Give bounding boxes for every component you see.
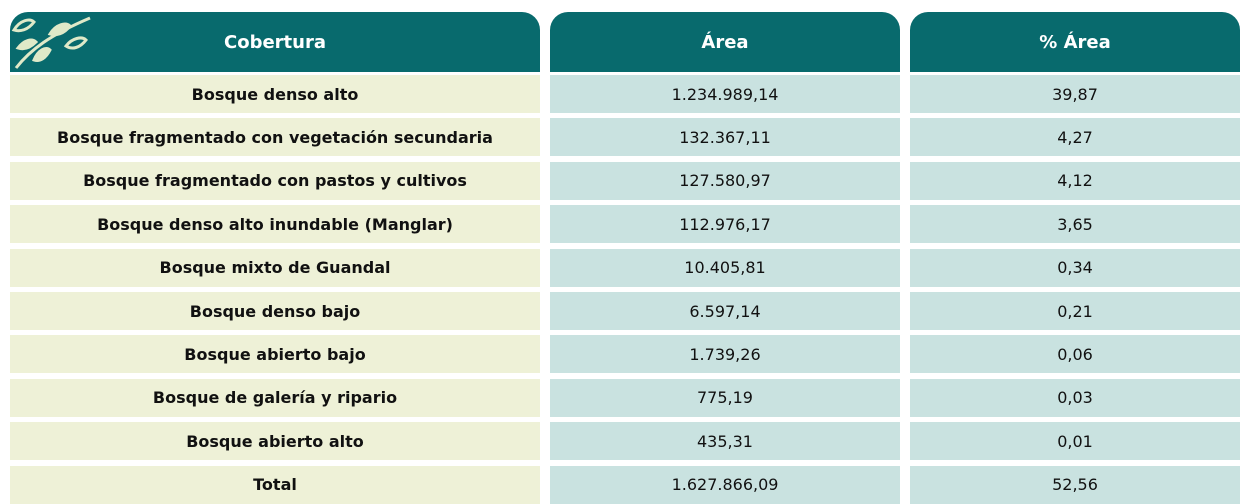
table-cell: 4,27 [910,118,1240,157]
header-cell: Cobertura [10,12,540,72]
table-cell: 127.580,97 [550,161,900,200]
header-cell: Área [550,12,900,72]
table-cell: 39,87 [910,75,1240,113]
table-cell: 0,06 [910,335,1240,374]
table-cell: 6.597,14 [550,292,900,330]
table-cell: 112.976,17 [550,205,900,244]
leaf-icon [11,16,91,69]
table-cell: Bosque de galería y ripario [10,378,540,417]
table-cell: 775,19 [550,378,900,417]
table-cell: 132.367,11 [550,118,900,157]
table-cell: 3,65 [910,205,1240,244]
table-cell: Bosque abierto alto [10,422,540,461]
table-cell: Bosque denso bajo [10,292,540,330]
table-cell: 0,03 [910,378,1240,417]
table-cell: 435,31 [550,422,900,461]
table-cell: Bosque denso alto [10,75,540,113]
table-cell: 10.405,81 [550,248,900,287]
table-cell: Bosque fragmentado con pastos y cultivos [10,161,540,200]
table-cell: 1.739,26 [550,335,900,374]
table-cell: Bosque denso alto inundable (Manglar) [10,205,540,244]
table-cell: Bosque mixto de Guandal [10,248,540,287]
table-cell: Bosque abierto bajo [10,335,540,374]
table-cell: Bosque fragmentado con vegetación secund… [10,118,540,157]
table-cell: 0,34 [910,248,1240,287]
table-cell: 4,12 [910,161,1240,200]
table-page: Cobertura Área% Área Bosque denso alto 1.23… [10,12,1240,504]
header-cell: % Área [910,12,1240,72]
table-cell: 0,21 [910,292,1240,330]
table-cell: 0,01 [910,422,1240,461]
table-cell: 1.234.989,14 [550,75,900,113]
